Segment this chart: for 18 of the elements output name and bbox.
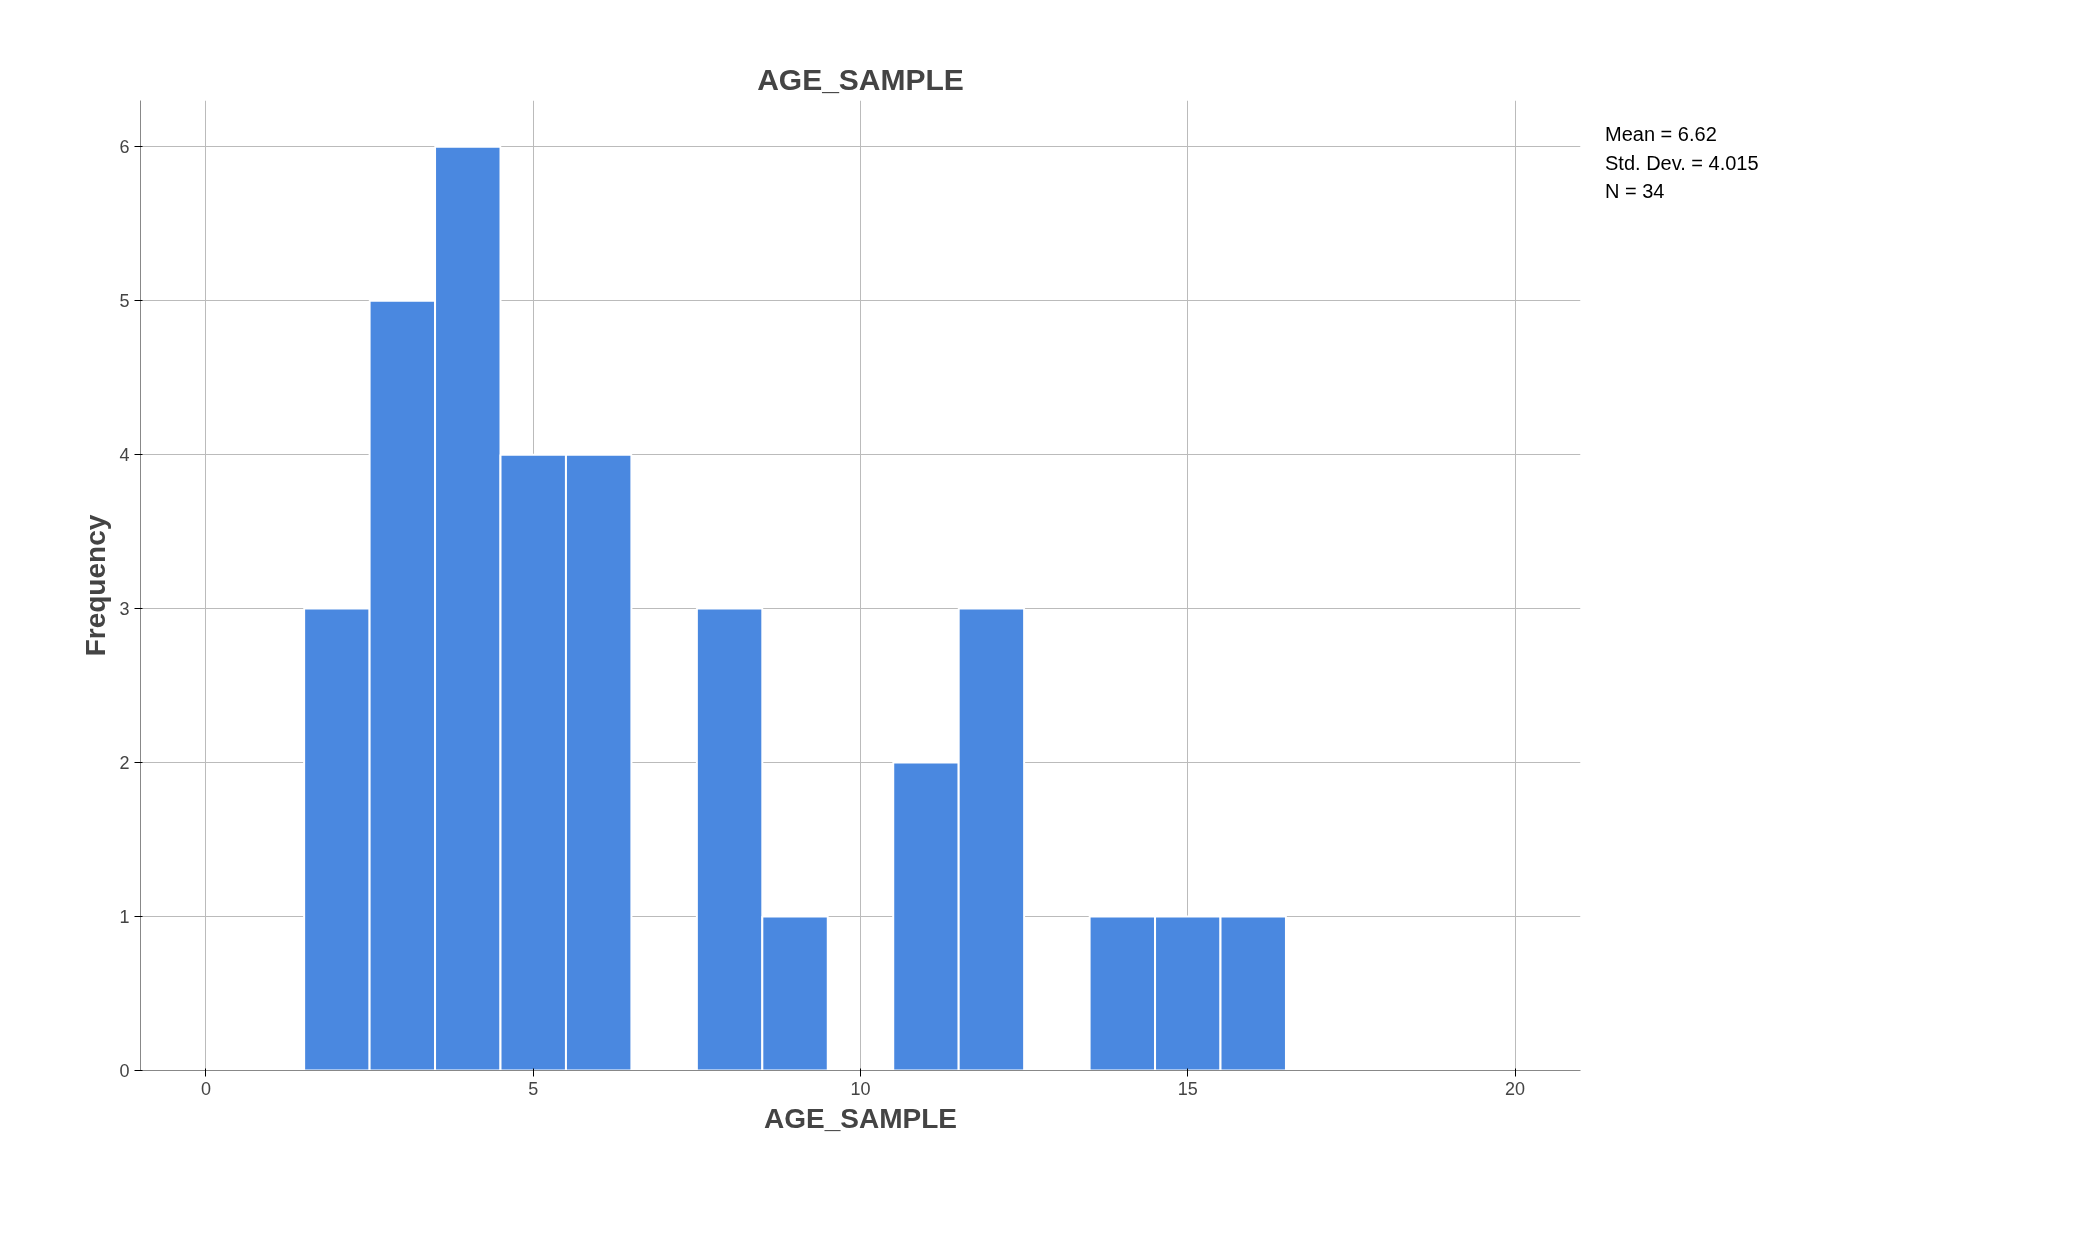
x-tick-label: 0 (200, 1078, 211, 1099)
y-axis-title: Frequency (80, 514, 112, 657)
y-tick-label: 4 (119, 445, 130, 466)
x-axis-title: AGE_SAMPLE (764, 1102, 957, 1134)
y-tick-label: 3 (119, 599, 130, 620)
text: N = 34 (1605, 180, 1665, 203)
text: Mean = 6.62 (1605, 123, 1717, 145)
y-tick-label: 2 (119, 753, 130, 774)
chart-title: AGE_SAMPLE (757, 62, 964, 96)
x-tick-label: 20 (1505, 1078, 1526, 1099)
text: Std. Dev. = 4.015 (1605, 151, 1759, 174)
y-tick-label: 0 (119, 1061, 130, 1081)
y-tick-label: 5 (119, 291, 130, 312)
y-tick-label: 6 (119, 137, 130, 158)
x-tick-label: 5 (528, 1078, 539, 1099)
x-tick-label: 10 (850, 1078, 871, 1099)
y-tick-label: 1 (119, 907, 130, 928)
x-tick-label: 15 (1177, 1078, 1198, 1099)
